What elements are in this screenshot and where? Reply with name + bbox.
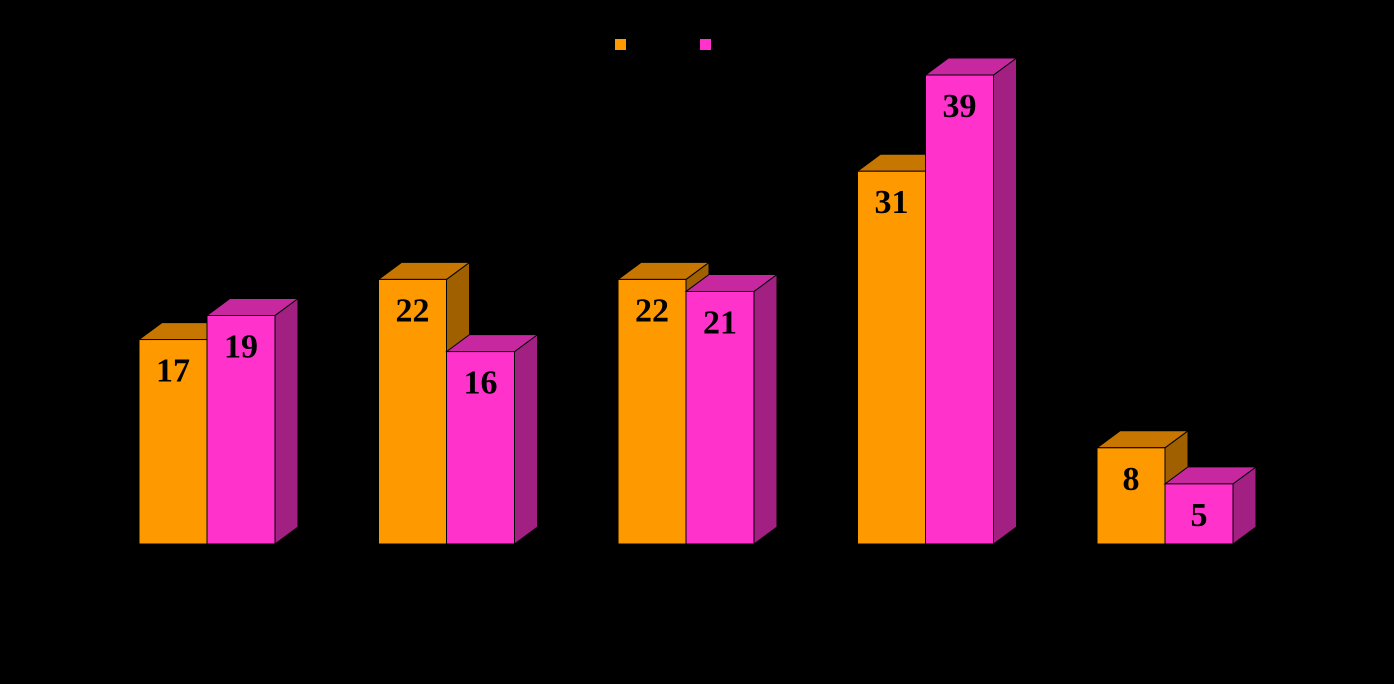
value-label: 31 xyxy=(875,184,909,221)
legend-swatch xyxy=(615,39,626,50)
bar xyxy=(206,315,276,545)
legend-swatch xyxy=(700,39,711,50)
bar xyxy=(925,74,994,545)
bar xyxy=(446,351,515,545)
value-label: 22 xyxy=(635,292,669,329)
bar xyxy=(617,278,687,545)
value-label: 17 xyxy=(156,353,190,390)
bar-side xyxy=(993,57,1017,545)
value-label: 39 xyxy=(943,88,977,125)
bar xyxy=(138,339,208,545)
value-label: 21 xyxy=(703,304,737,341)
bar xyxy=(685,290,755,545)
bar-side xyxy=(753,273,778,545)
value-label: 19 xyxy=(224,329,258,366)
bar xyxy=(857,170,926,545)
bar xyxy=(1164,483,1234,545)
value-label: 22 xyxy=(396,292,430,329)
bar xyxy=(1096,447,1166,545)
bar-side xyxy=(514,333,538,545)
bar-side xyxy=(274,297,299,545)
value-label: 8 xyxy=(1123,461,1140,498)
value-label: 5 xyxy=(1191,497,1208,534)
value-label: 16 xyxy=(464,365,498,402)
bar xyxy=(378,278,447,545)
